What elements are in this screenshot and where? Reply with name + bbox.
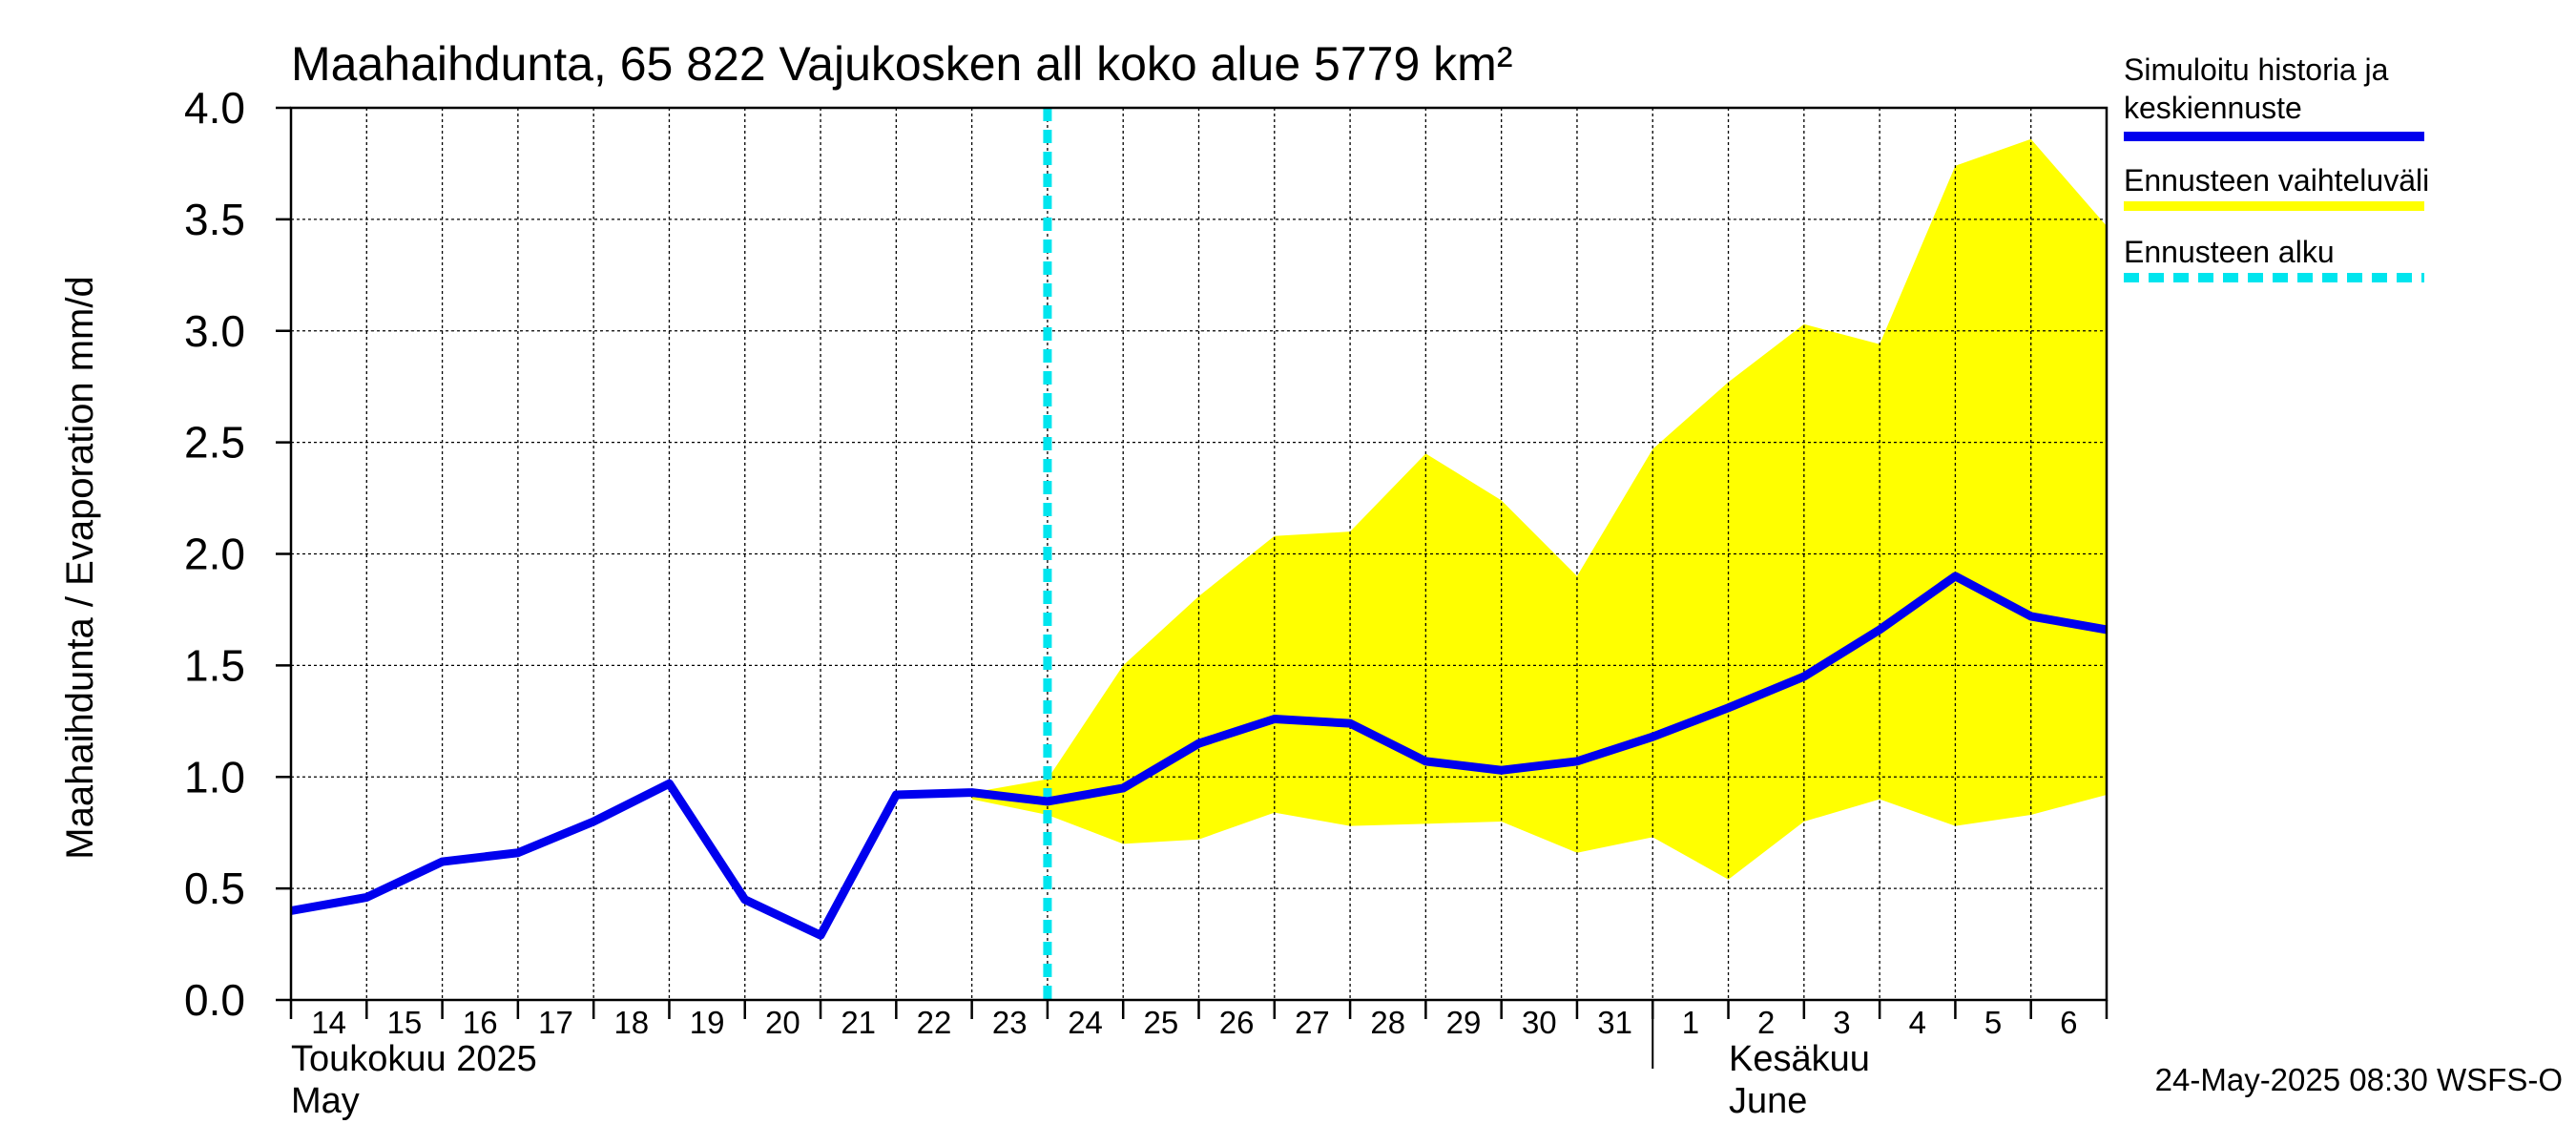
x-tick-label: 14 xyxy=(311,1005,346,1040)
x-tick-label: 26 xyxy=(1219,1005,1255,1040)
data-point xyxy=(1576,760,1578,762)
y-tick-label: 3.5 xyxy=(184,195,245,244)
x-tick-label: 21 xyxy=(841,1005,876,1040)
data-point xyxy=(1274,718,1276,719)
x-tick-label: 18 xyxy=(613,1005,649,1040)
x-tick-label: 22 xyxy=(917,1005,952,1040)
data-point xyxy=(744,899,746,901)
legend-label: Simuloitu historia ja xyxy=(2124,52,2389,87)
forecast-range-band xyxy=(971,138,2107,880)
x-tick-label: 15 xyxy=(387,1005,423,1040)
footer-timestamp: 24-May-2025 08:30 WSFS-O xyxy=(2155,1062,2563,1097)
data-point xyxy=(517,852,519,854)
x-tick-label: 3 xyxy=(1833,1005,1850,1040)
legend-label: Ennusteen vaihteluväli xyxy=(2124,163,2429,198)
y-tick-label: 1.0 xyxy=(184,752,245,802)
chart-title: Maahaihdunta, 65 822 Vajukosken all koko… xyxy=(291,37,1512,91)
x-tick-label: 2 xyxy=(1757,1005,1775,1040)
legend-label: keskiennuste xyxy=(2124,91,2302,125)
legend: Simuloitu historia ja keskiennuste Ennuste… xyxy=(2124,52,2429,282)
y-tick-label: 0.0 xyxy=(184,975,245,1025)
data-point xyxy=(1122,787,1124,789)
data-point xyxy=(365,896,367,898)
data-point xyxy=(895,794,897,796)
y-tick-label: 2.5 xyxy=(184,418,245,468)
x-tick-label: 23 xyxy=(992,1005,1028,1040)
data-point xyxy=(971,792,973,794)
month-label-en: June xyxy=(1729,1081,1807,1121)
legend-label: Ennusteen alku xyxy=(2124,235,2335,269)
x-tick-label: 17 xyxy=(538,1005,573,1040)
data-point xyxy=(1424,760,1426,762)
x-tick-label: 25 xyxy=(1143,1005,1178,1040)
forecast-range-band-layer xyxy=(971,138,2107,880)
y-tick-label: 1.5 xyxy=(184,640,245,690)
data-point xyxy=(1652,736,1653,738)
y-tick-label: 4.0 xyxy=(184,83,245,133)
data-point xyxy=(1728,707,1730,709)
data-point xyxy=(442,861,444,863)
month-label-fi: Kesäkuu xyxy=(1729,1039,1870,1079)
x-tick-label: 27 xyxy=(1295,1005,1330,1040)
x-tick-label: 19 xyxy=(690,1005,725,1040)
y-tick-label: 3.0 xyxy=(184,306,245,356)
data-point xyxy=(1198,742,1199,744)
x-tick-label: 4 xyxy=(1909,1005,1926,1040)
data-point xyxy=(2030,615,2032,617)
data-point xyxy=(1349,722,1351,724)
x-tick-label: 20 xyxy=(765,1005,800,1040)
y-tick-label: 0.5 xyxy=(184,864,245,913)
x-tick-label: 28 xyxy=(1370,1005,1405,1040)
x-tick-label: 30 xyxy=(1522,1005,1557,1040)
month-label-fi: Toukokuu 2025 xyxy=(291,1039,537,1079)
axes-layer: 0.00.51.01.52.02.53.03.54.014 15 16 17 18 19 2… xyxy=(184,83,2109,1121)
x-tick-label: 24 xyxy=(1068,1005,1103,1040)
x-tick-label: 31 xyxy=(1597,1005,1632,1040)
month-label-en: May xyxy=(291,1081,360,1121)
data-point xyxy=(1954,575,1956,577)
x-tick-label: 16 xyxy=(463,1005,498,1040)
y-tick-label: 2.0 xyxy=(184,530,245,579)
data-point xyxy=(1047,801,1049,802)
x-tick-label: 1 xyxy=(1682,1005,1699,1040)
y-axis-label: Maahaihdunta / Evaporation mm/d xyxy=(59,276,101,859)
x-tick-label: 29 xyxy=(1446,1005,1482,1040)
x-tick-label: 5 xyxy=(1984,1005,2002,1040)
data-point xyxy=(1501,769,1503,771)
data-point xyxy=(668,782,670,784)
x-tick-label: 6 xyxy=(2060,1005,2077,1040)
